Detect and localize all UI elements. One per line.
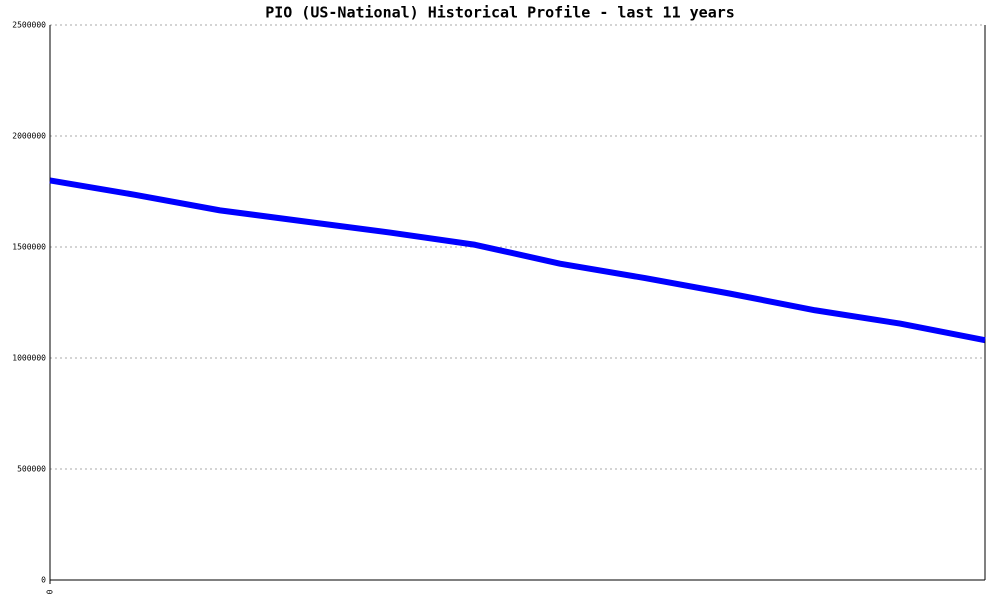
y-tick-label: 0 <box>41 576 46 585</box>
chart-title: PIO (US-National) Historical Profile - l… <box>265 4 735 22</box>
y-tick-label: 1000000 <box>12 354 46 363</box>
y-tick-label: 2500000 <box>12 21 46 30</box>
y-tick-label: 2000000 <box>12 132 46 141</box>
y-tick-label: 500000 <box>17 465 46 474</box>
y-tick-label: 1500000 <box>12 243 46 252</box>
data-line <box>49 177 986 344</box>
x-tick-label: 0 <box>46 589 55 594</box>
